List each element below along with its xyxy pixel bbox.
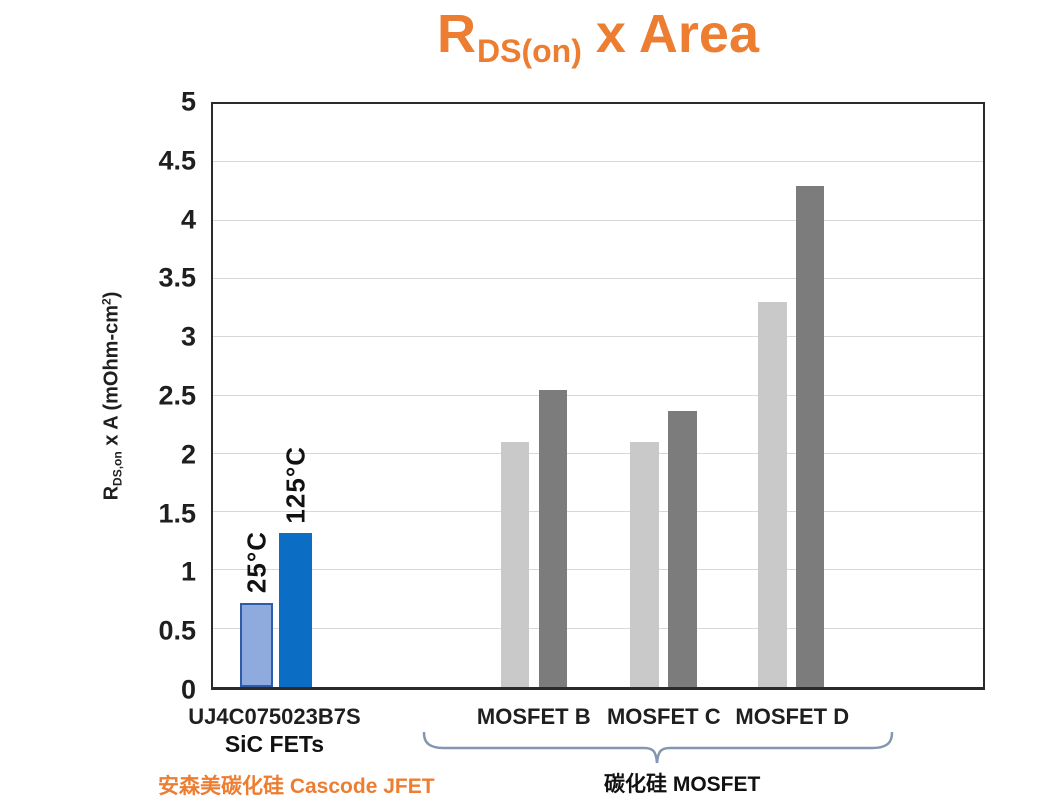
gridline [213,569,983,571]
annotation-sic-mosfet: 碳化硅 MOSFET [604,773,761,796]
y-axis-ticks: 0 0.5 1 1.5 2 2.5 3 3.5 4 4.5 5 [96,87,196,705]
plot-area: 25°C 125°C [211,102,985,690]
bar-mosfet-b-125c [538,389,568,687]
x-label-mosfet-b: MOSFET B [477,703,591,731]
series-label-25c: 25°C [241,530,271,594]
y-tick-label: 4 [180,204,196,235]
y-tick-label: 3.5 [158,262,196,293]
x-label-text: MOSFET D [735,704,850,729]
x-label-text: UJ4C075023B7S [188,704,361,729]
gridline [213,511,983,513]
title-main: R [437,4,476,64]
x-axis-labels: UJ4C075023B7S SiC FETs MOSFET B MOSFET C MOS… [188,703,985,763]
title-subscript: DS(on) [477,33,582,69]
gridline [213,161,983,163]
y-tick-label: 0.5 [158,615,196,646]
bar-mosfet-d-125c [795,185,825,687]
x-label-mosfet-c: MOSFET C [607,703,721,731]
annotation-cascode-jfet: 安森美碳化硅 Cascode JFET [158,775,435,798]
gridline [213,452,983,454]
gridline [213,219,983,221]
x-label-mosfet-d: MOSFET D [735,703,849,731]
gridline [213,627,983,629]
bar-uj4c075023b7s-125c [279,533,313,687]
bar-uj4c075023b7s-25c [239,603,274,687]
y-tick-label: 4.5 [158,145,196,176]
y-tick-label: 1.5 [158,498,196,529]
gridline [213,394,983,396]
bar-mosfet-c-25c [630,442,659,687]
gridline [213,336,983,338]
underbrace-icon [422,732,894,764]
gridline [213,277,983,279]
y-tick-label: 1 [180,556,196,587]
series-label-125c: 125°C [280,445,311,524]
bar-mosfet-c-125c [668,410,697,687]
x-sublabel-text: SiC FETs [224,731,325,757]
bar-mosfet-b-25c [500,442,530,687]
y-tick-label: 3 [180,321,196,352]
y-tick-label: 2.5 [158,380,196,411]
y-tick-label: 2 [180,439,196,470]
x-label-uj4c075023b7s: UJ4C075023B7S SiC FETs [188,703,360,757]
x-label-text: MOSFET C [606,704,721,729]
bar-mosfet-d-25c [758,302,787,687]
y-tick-label: 5 [180,86,196,117]
x-label-text: MOSFET B [476,704,591,729]
chart-title: RDS(on) x Area [211,2,985,73]
y-tick-label: 0 [180,674,196,705]
title-rest: x Area [580,4,759,64]
